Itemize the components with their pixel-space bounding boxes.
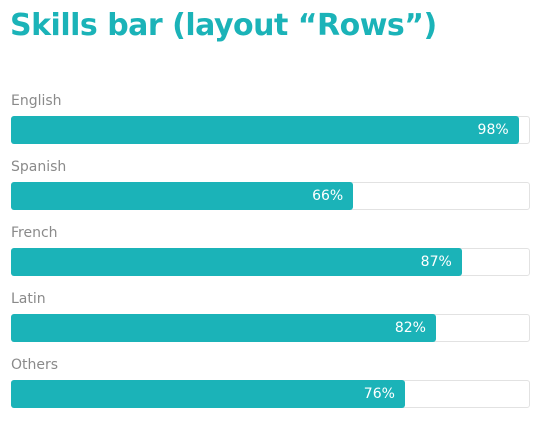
skills-list: English 98% Spanish 66% French 87% Latin… (11, 90, 530, 420)
skill-percent: 66% (312, 188, 344, 204)
skill-bar-fill: 87% (11, 248, 462, 276)
skill-bar-track: 82% (11, 314, 530, 342)
skill-percent: 82% (394, 320, 426, 336)
skill-label: English (11, 93, 62, 109)
skill-label: French (11, 225, 58, 241)
skill-bar-track: 76% (11, 380, 530, 408)
skill-row-latin: Latin 82% (11, 288, 530, 354)
skill-bar-track: 98% (11, 116, 530, 144)
skill-bar-track: 87% (11, 248, 530, 276)
skill-bar-fill: 66% (11, 182, 354, 210)
skill-bar-fill: 76% (11, 380, 405, 408)
skill-row-spanish: Spanish 66% (11, 156, 530, 222)
skill-row-others: Others 76% (11, 354, 530, 420)
skill-label: Spanish (11, 159, 67, 175)
page-title: Skills bar (layout “Rows”) (10, 8, 437, 43)
skill-label: Latin (11, 291, 46, 307)
skill-bar-fill: 82% (11, 314, 436, 342)
skill-percent: 87% (420, 254, 452, 270)
skill-percent: 76% (363, 386, 395, 402)
skill-bar-track: 66% (11, 182, 530, 210)
skill-percent: 98% (477, 122, 509, 138)
skill-row-french: French 87% (11, 222, 530, 288)
skill-row-english: English 98% (11, 90, 530, 156)
skill-label: Others (11, 357, 59, 373)
skill-bar-fill: 98% (11, 116, 519, 144)
